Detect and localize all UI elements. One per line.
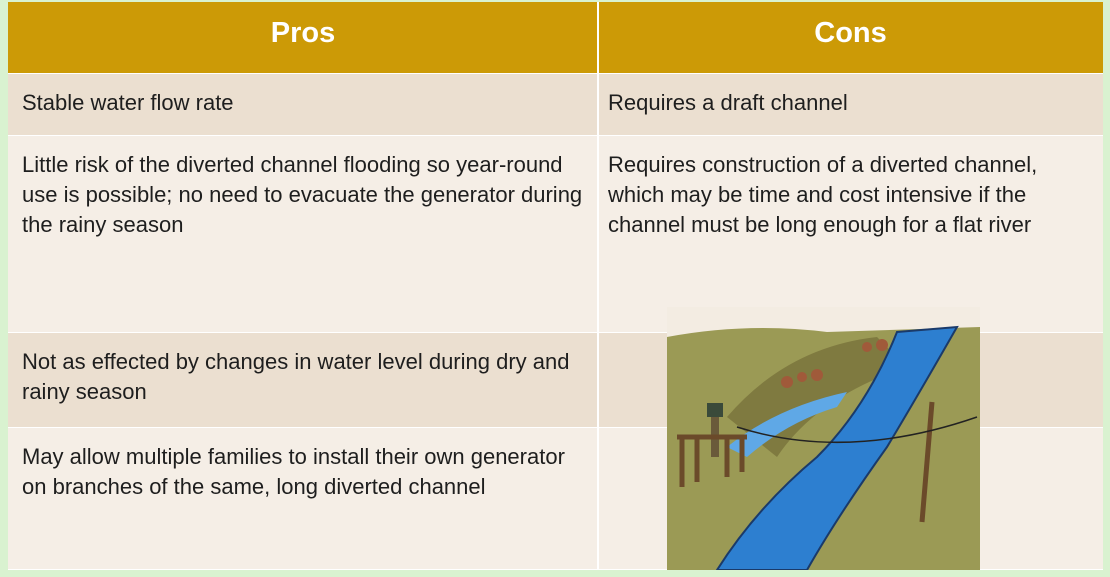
page: Pros Cons Stable water flow rate Require… xyxy=(0,0,1110,577)
header-row: Pros Cons xyxy=(8,2,1103,74)
cell: Not as effected by changes in water leve… xyxy=(22,347,587,407)
cell: Little risk of the diverted channel floo… xyxy=(22,150,587,240)
header-cell: Cons xyxy=(598,18,1103,48)
cell: Stable water flow rate xyxy=(22,88,587,118)
cell: Requires construction of a diverted chan… xyxy=(608,150,1048,240)
header-cell: Pros xyxy=(8,18,598,48)
cell: May allow multiple families to install t… xyxy=(22,442,587,502)
river-illustration xyxy=(667,307,980,570)
table-row: Little risk of the diverted channel floo… xyxy=(8,136,1103,333)
column-divider xyxy=(597,2,599,570)
cell: Requires a draft channel xyxy=(608,88,1048,118)
table-row: Stable water flow rate Requires a draft … xyxy=(8,74,1103,136)
generator xyxy=(707,403,723,417)
